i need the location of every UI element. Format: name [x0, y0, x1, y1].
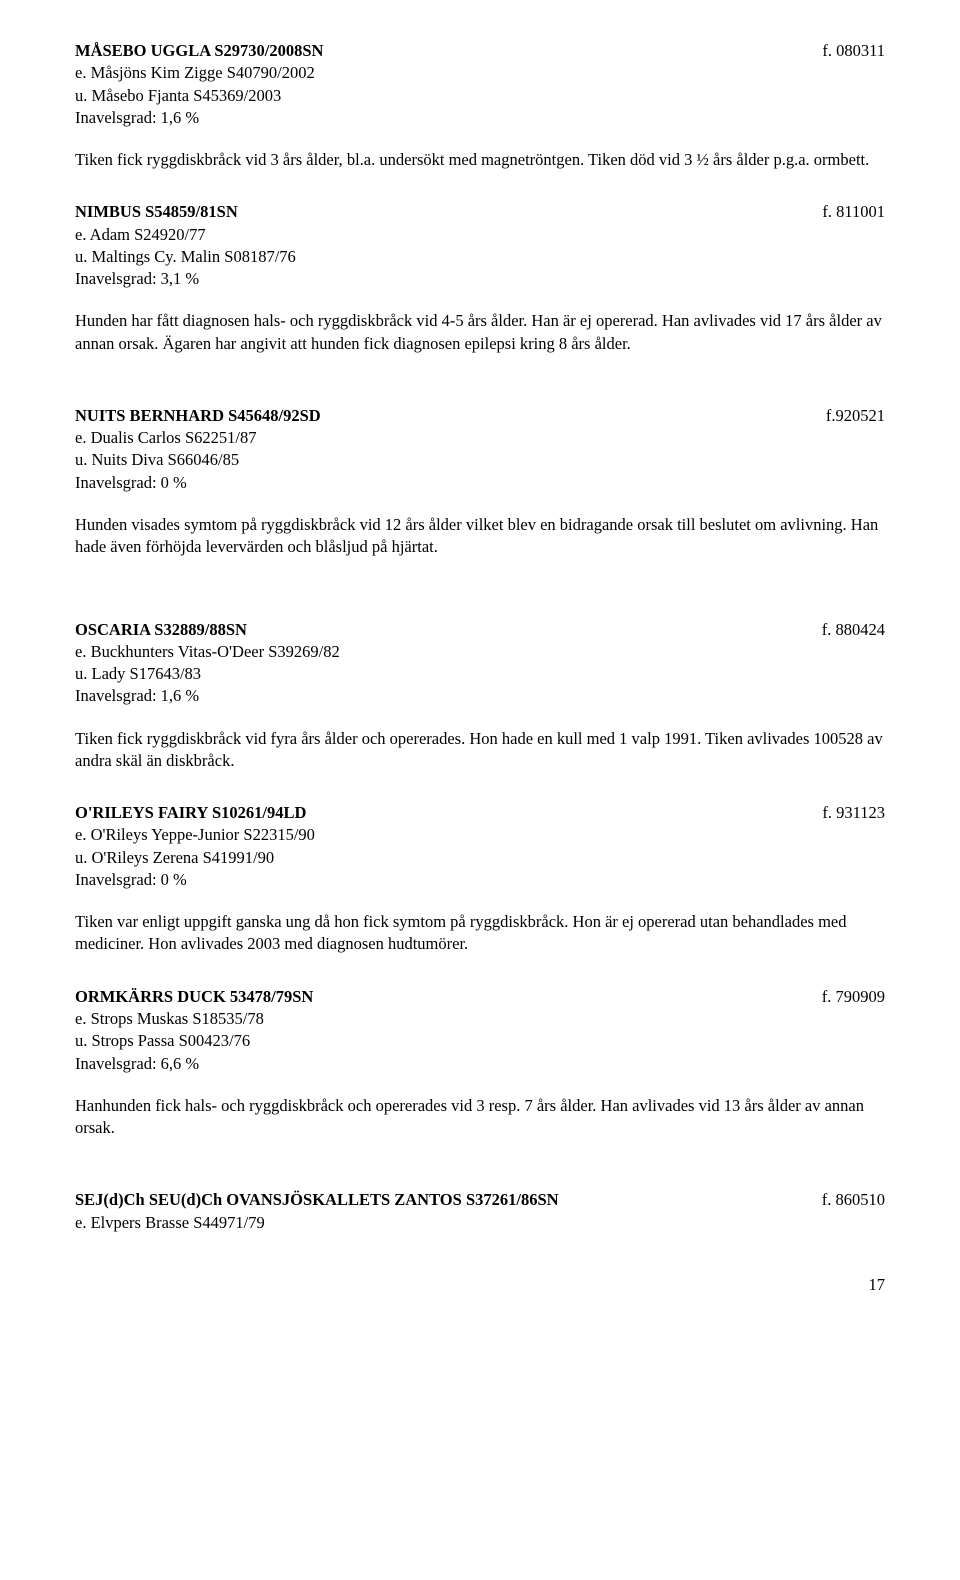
title-row: SEJ(d)Ch SEU(d)Ch OVANSJÖSKALLETS ZANTOS…	[75, 1189, 885, 1211]
sire-line: e. O'Rileys Yeppe-Junior S22315/90	[75, 824, 885, 846]
inbreeding-line: Inavelsgrad: 0 %	[75, 472, 885, 494]
birth-date: f. 880424	[822, 619, 885, 641]
sire-line: e. Strops Muskas S18535/78	[75, 1008, 885, 1030]
dog-title: SEJ(d)Ch SEU(d)Ch OVANSJÖSKALLETS ZANTOS…	[75, 1189, 559, 1211]
birth-date: f. 811001	[822, 201, 885, 223]
dog-entry: O'RILEYS FAIRY S10261/94LD f. 931123e. O'…	[75, 802, 885, 956]
inbreeding-line: Inavelsgrad: 6,6 %	[75, 1053, 885, 1075]
dog-title: NIMBUS S54859/81SN	[75, 201, 238, 223]
title-row: NIMBUS S54859/81SN f. 811001	[75, 201, 885, 223]
sire-line: e. Adam S24920/77	[75, 224, 885, 246]
birth-date: f.920521	[826, 405, 885, 427]
inbreeding-line: Inavelsgrad: 1,6 %	[75, 107, 885, 129]
dog-entry: OSCARIA S32889/88SN f. 880424e. Buckhunte…	[75, 619, 885, 773]
description: Hanhunden fick hals- och ryggdiskbråck o…	[75, 1095, 885, 1140]
sire-line: e. Elvpers Brasse S44971/79	[75, 1212, 885, 1234]
birth-date: f. 080311	[822, 40, 885, 62]
inbreeding-line: Inavelsgrad: 0 %	[75, 869, 885, 891]
dog-entry: SEJ(d)Ch SEU(d)Ch OVANSJÖSKALLETS ZANTOS…	[75, 1189, 885, 1234]
dog-title: NUITS BERNHARD S45648/92SD	[75, 405, 321, 427]
dam-line: u. Lady S17643/83	[75, 663, 885, 685]
sire-line: e. Måsjöns Kim Zigge S40790/2002	[75, 62, 885, 84]
dog-entry: NIMBUS S54859/81SN f. 811001e. Adam S2492…	[75, 201, 885, 355]
dam-line: u. Måsebo Fjanta S45369/2003	[75, 85, 885, 107]
dam-line: u. Strops Passa S00423/76	[75, 1030, 885, 1052]
dam-line: u. O'Rileys Zerena S41991/90	[75, 847, 885, 869]
description: Hunden visades symtom på ryggdiskbråck v…	[75, 514, 885, 559]
page-number: 17	[75, 1274, 885, 1296]
description: Tiken var enligt uppgift ganska ung då h…	[75, 911, 885, 956]
dog-entry: NUITS BERNHARD S45648/92SD f.920521e. Dua…	[75, 405, 885, 559]
sire-line: e. Dualis Carlos S62251/87	[75, 427, 885, 449]
title-row: ORMKÄRRS DUCK 53478/79SN f. 790909	[75, 986, 885, 1008]
title-row: O'RILEYS FAIRY S10261/94LD f. 931123	[75, 802, 885, 824]
sire-line: e. Buckhunters Vitas-O'Deer S39269/82	[75, 641, 885, 663]
dog-title: OSCARIA S32889/88SN	[75, 619, 247, 641]
description: Tiken fick ryggdiskbråck vid 3 års ålder…	[75, 149, 885, 171]
description: Tiken fick ryggdiskbråck vid fyra års ål…	[75, 728, 885, 773]
title-row: MÅSEBO UGGLA S29730/2008SN f. 080311	[75, 40, 885, 62]
title-row: OSCARIA S32889/88SN f. 880424	[75, 619, 885, 641]
inbreeding-line: Inavelsgrad: 1,6 %	[75, 685, 885, 707]
dam-line: u. Maltings Cy. Malin S08187/76	[75, 246, 885, 268]
dog-title: MÅSEBO UGGLA S29730/2008SN	[75, 40, 323, 62]
birth-date: f. 790909	[822, 986, 885, 1008]
title-row: NUITS BERNHARD S45648/92SD f.920521	[75, 405, 885, 427]
dog-title: ORMKÄRRS DUCK 53478/79SN	[75, 986, 313, 1008]
dog-entry: MÅSEBO UGGLA S29730/2008SN f. 080311e. Må…	[75, 40, 885, 171]
inbreeding-line: Inavelsgrad: 3,1 %	[75, 268, 885, 290]
description: Hunden har fått diagnosen hals- och rygg…	[75, 310, 885, 355]
dam-line: u. Nuits Diva S66046/85	[75, 449, 885, 471]
dog-title: O'RILEYS FAIRY S10261/94LD	[75, 802, 306, 824]
dog-entry: ORMKÄRRS DUCK 53478/79SN f. 790909e. Stro…	[75, 986, 885, 1140]
birth-date: f. 931123	[822, 802, 885, 824]
birth-date: f. 860510	[822, 1189, 885, 1211]
